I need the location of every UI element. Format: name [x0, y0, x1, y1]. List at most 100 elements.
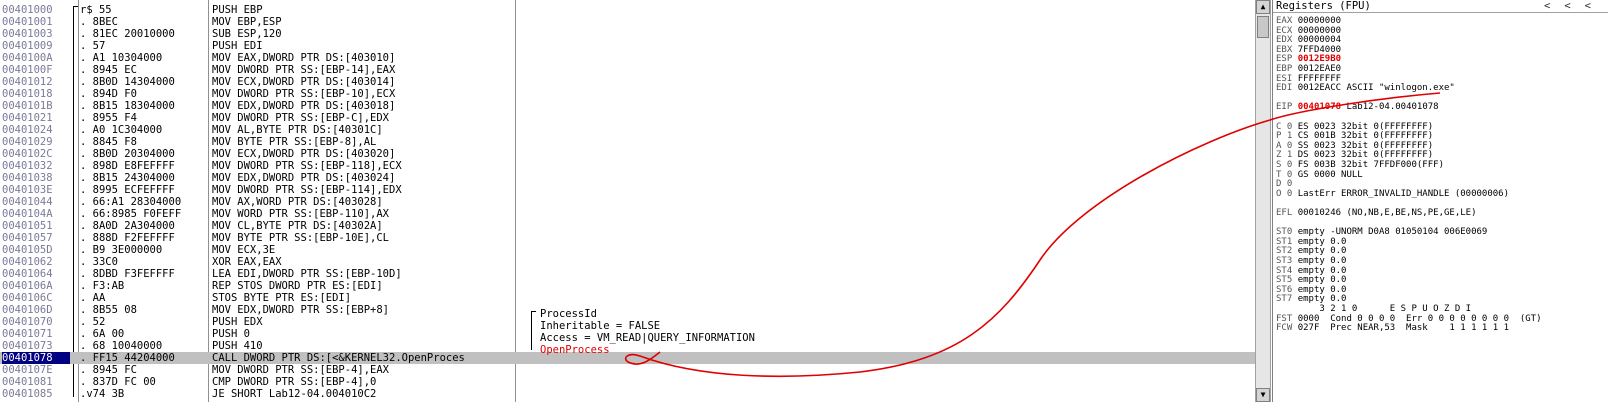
row-bytes: . 837D FC 00 [80, 376, 156, 388]
disasm-row[interactable]: 0040102C . 8B0D 20304000 MOV ECX,DWORD PTR… [0, 148, 1255, 160]
register-name: EDI [1276, 83, 1293, 94]
disasm-row[interactable]: 00401057 . 888D F2FEFFFF MOV BYTE PTR SS:[… [0, 232, 1255, 244]
register-value: 00010246 (NO,NB,E,BE,NS,PE,GE,LE) [1297, 208, 1477, 218]
disasm-row[interactable]: 00401003 . 81EC 20010000 SUB ESP,120 [0, 28, 1255, 40]
row-address: 00401051 [2, 220, 53, 232]
disasm-row[interactable]: 0040106C . AA STOS BYTE PTR ES:[EDI] [0, 292, 1255, 304]
row-bytes: r$ 55 [80, 4, 112, 16]
row-instruction: MOV DWORD PTR SS:[EBP-4],EAX [212, 364, 390, 376]
register-name: Z 1 [1276, 150, 1293, 161]
register-line[interactable]: S 0 FS 003B 32bit 7FFDF000(FFF) [1276, 160, 1444, 170]
register-line[interactable]: ESP 0012E9B0 [1276, 54, 1341, 64]
register-line[interactable]: EBX 7FFD4000 [1276, 45, 1341, 55]
comment-processid: ProcessId [540, 308, 597, 320]
register-line[interactable]: O 0 LastErr ERROR_INVALID_HANDLE (000000… [1276, 189, 1509, 199]
disasm-row[interactable]: 00401021 . 8955 F4 MOV DWORD PTR SS:[EBP-C… [0, 112, 1255, 124]
register-value: SS 0023 32bit 0(FFFFFFFF) [1297, 140, 1434, 151]
disasm-row[interactable]: 00401044 . 66:A1 28304000 MOV AX,WORD PTR … [0, 196, 1255, 208]
disasm-row[interactable]: 0040100A . A1 10304000 MOV EAX,DWORD PTR D… [0, 52, 1255, 64]
disasm-row[interactable]: 0040106A . F3:AB REP STOS DWORD PTR ES:[ED… [0, 280, 1255, 292]
disassembly-pane[interactable]: 00401000 r$ 55 PUSH EBP 00401001 . 8BEC MOV E… [0, 0, 1256, 402]
register-line[interactable]: ST2 empty 0.0 [1276, 246, 1346, 256]
register-line[interactable]: EDX 00000004 [1276, 35, 1341, 45]
disasm-row[interactable]: 00401085 .v74 3B JE SHORT Lab12-04.004010C… [0, 388, 1255, 400]
row-address: 00401029 [2, 136, 53, 148]
disasm-row[interactable]: 00401024 . A0 1C304000 MOV AL,BYTE PTR DS:… [0, 124, 1255, 136]
disasm-row[interactable]: 00401064 . 8DBD F3FEFFFF LEA EDI,DWORD PTR… [0, 268, 1255, 280]
register-line[interactable]: FST 0000 Cond 0 0 0 0 Err 0 0 0 0 0 0 0 … [1276, 314, 1542, 324]
scroll-up-arrow-icon[interactable]: ▲ [1256, 0, 1270, 14]
register-line[interactable]: ST4 empty 0.0 [1276, 266, 1346, 276]
disasm-row[interactable]: 0040104A . 66:8985 F0FEFF MOV WORD PTR SS:… [0, 208, 1255, 220]
registers-nav[interactable]: <<< [1544, 0, 1605, 13]
disasm-row[interactable]: 00401009 . 57 PUSH EDI [0, 40, 1255, 52]
scroll-down-arrow-icon[interactable]: ▼ [1256, 388, 1270, 402]
register-line[interactable]: ST3 empty 0.0 [1276, 256, 1346, 266]
disasm-row[interactable]: 00401062 . 33C0 XOR EAX,EAX [0, 256, 1255, 268]
row-instruction: LEA EDI,DWORD PTR SS:[EBP-10D] [212, 268, 402, 280]
row-bytes: . 8BEC [80, 16, 118, 28]
disasm-row[interactable]: 0040106D . 8B55 08 MOV EDX,DWORD PTR SS:[E… [0, 304, 1255, 316]
register-value: 0012EACC ASCII "winlogon.exe" [1297, 83, 1455, 94]
row-address: 00401001 [2, 16, 53, 28]
nav-left-icon[interactable]: < [1584, 0, 1605, 12]
register-line[interactable]: D 0 [1276, 179, 1298, 189]
register-line[interactable]: ECX 00000000 [1276, 26, 1341, 36]
registers-pane[interactable]: Registers (FPU) <<< EAX 00000000 ECX 0000… [1272, 0, 1608, 402]
disasm-row[interactable]: 00401081 . 837D FC 00 CMP DWORD PTR SS:[EB… [0, 376, 1255, 388]
disasm-row[interactable]: 00401029 . 8845 F8 MOV BYTE PTR SS:[EBP-8]… [0, 136, 1255, 148]
register-line[interactable]: ESI FFFFFFFF [1276, 74, 1341, 84]
register-line[interactable]: ST0 empty -UNORM D0A8 01050104 006E0069 [1276, 227, 1487, 237]
disasm-row[interactable]: 00401001 . 8BEC MOV EBP,ESP [0, 16, 1255, 28]
row-bytes: . 8B0D 14304000 [80, 76, 175, 88]
disasm-row[interactable]: 00401018 . 894D F0 MOV DWORD PTR SS:[EBP-1… [0, 88, 1255, 100]
register-line[interactable]: EBP 0012EAE0 [1276, 64, 1341, 74]
register-line[interactable]: ST7 empty 0.0 [1276, 294, 1346, 304]
row-instruction: MOV ECX,DWORD PTR DS:[403020] [212, 148, 396, 160]
register-line[interactable]: C 0 ES 0023 32bit 0(FFFFFFFF) [1276, 122, 1433, 132]
register-line[interactable]: T 0 GS 0000 NULL [1276, 170, 1363, 180]
register-line[interactable] [1276, 93, 1281, 103]
disasm-row[interactable]: 00401012 . 8B0D 14304000 MOV ECX,DWORD PTR… [0, 76, 1255, 88]
disasm-row[interactable]: 0040107E . 8945 FC MOV DWORD PTR SS:[EBP-4… [0, 364, 1255, 376]
register-line[interactable]: EFL 00010246 (NO,NB,E,BE,NS,PE,GE,LE) [1276, 208, 1477, 218]
row-instruction: MOV AL,BYTE PTR DS:[40301C] [212, 124, 383, 136]
register-line[interactable]: ST1 empty 0.0 [1276, 237, 1346, 247]
scroll-thumb[interactable] [1257, 16, 1269, 38]
register-line[interactable]: FCW 027F Prec NEAR,53 Mask 1 1 1 1 1 1 [1276, 323, 1509, 333]
register-line[interactable] [1276, 112, 1281, 122]
register-line[interactable]: EAX 00000000 [1276, 16, 1341, 26]
disasm-row[interactable]: 0040105D . B9 3E000000 MOV ECX,3E [0, 244, 1255, 256]
disasm-row[interactable]: 00401000 r$ 55 PUSH EBP [0, 4, 1255, 16]
disasm-row[interactable]: 0040100F . 8945 EC MOV DWORD PTR SS:[EBP-1… [0, 64, 1255, 76]
vertical-scrollbar[interactable]: ▲ ▼ [1255, 0, 1271, 402]
nav-left-icon[interactable]: < [1564, 0, 1585, 12]
register-line[interactable]: EDI 0012EACC ASCII "winlogon.exe" [1276, 83, 1455, 93]
disasm-row[interactable]: 00401032 . 898D E8FEFFFF MOV DWORD PTR SS:… [0, 160, 1255, 172]
disasm-row[interactable]: 00401070 . 52 PUSH EDX [0, 316, 1255, 328]
register-line[interactable]: P 1 CS 001B 32bit 0(FFFFFFFF) [1276, 131, 1433, 141]
disasm-row[interactable]: 0040101B . 8B15 18304000 MOV EDX,DWORD PTR… [0, 100, 1255, 112]
register-line[interactable]: EIP 00401078 Lab12-04.00401078 [1276, 102, 1439, 112]
register-line[interactable]: ST5 empty 0.0 [1276, 275, 1346, 285]
disasm-row[interactable]: 00401073 . 68 10040000 PUSH 410 [0, 340, 1255, 352]
disasm-row[interactable]: 00401051 . 8A0D 2A304000 MOV CL,BYTE PTR D… [0, 220, 1255, 232]
row-bytes: . 8B15 24304000 [80, 172, 175, 184]
jump-bracket [73, 6, 79, 397]
register-name: EBX [1276, 44, 1293, 55]
disasm-row[interactable]: 00401038 . 8B15 24304000 MOV EDX,DWORD PTR… [0, 172, 1255, 184]
register-line[interactable]: Z 1 DS 0023 32bit 0(FFFFFFFF) [1276, 150, 1433, 160]
register-line[interactable]: ST6 empty 0.0 [1276, 285, 1346, 295]
row-address: 00401000 [2, 4, 53, 16]
register-line[interactable]: A 0 SS 0023 32bit 0(FFFFFFFF) [1276, 141, 1433, 151]
registers-title-bar: Registers (FPU) <<< [1273, 0, 1608, 13]
register-line[interactable] [1276, 198, 1281, 208]
register-line[interactable]: 3 2 1 0 E S P U O Z D I [1276, 304, 1471, 314]
disasm-row[interactable]: 0040103E . 8995 ECFEFFFF MOV DWORD PTR SS:… [0, 184, 1255, 196]
register-line[interactable] [1276, 218, 1281, 228]
register-value: ES 0023 32bit 0(FFFFFFFF) [1297, 121, 1434, 132]
row-instruction: MOV EBP,ESP [212, 16, 282, 28]
register-name: EBP [1276, 64, 1293, 74]
nav-left-icon[interactable]: < [1544, 0, 1565, 12]
disasm-row[interactable]: 00401071 . 6A 00 PUSH 0 [0, 328, 1255, 340]
